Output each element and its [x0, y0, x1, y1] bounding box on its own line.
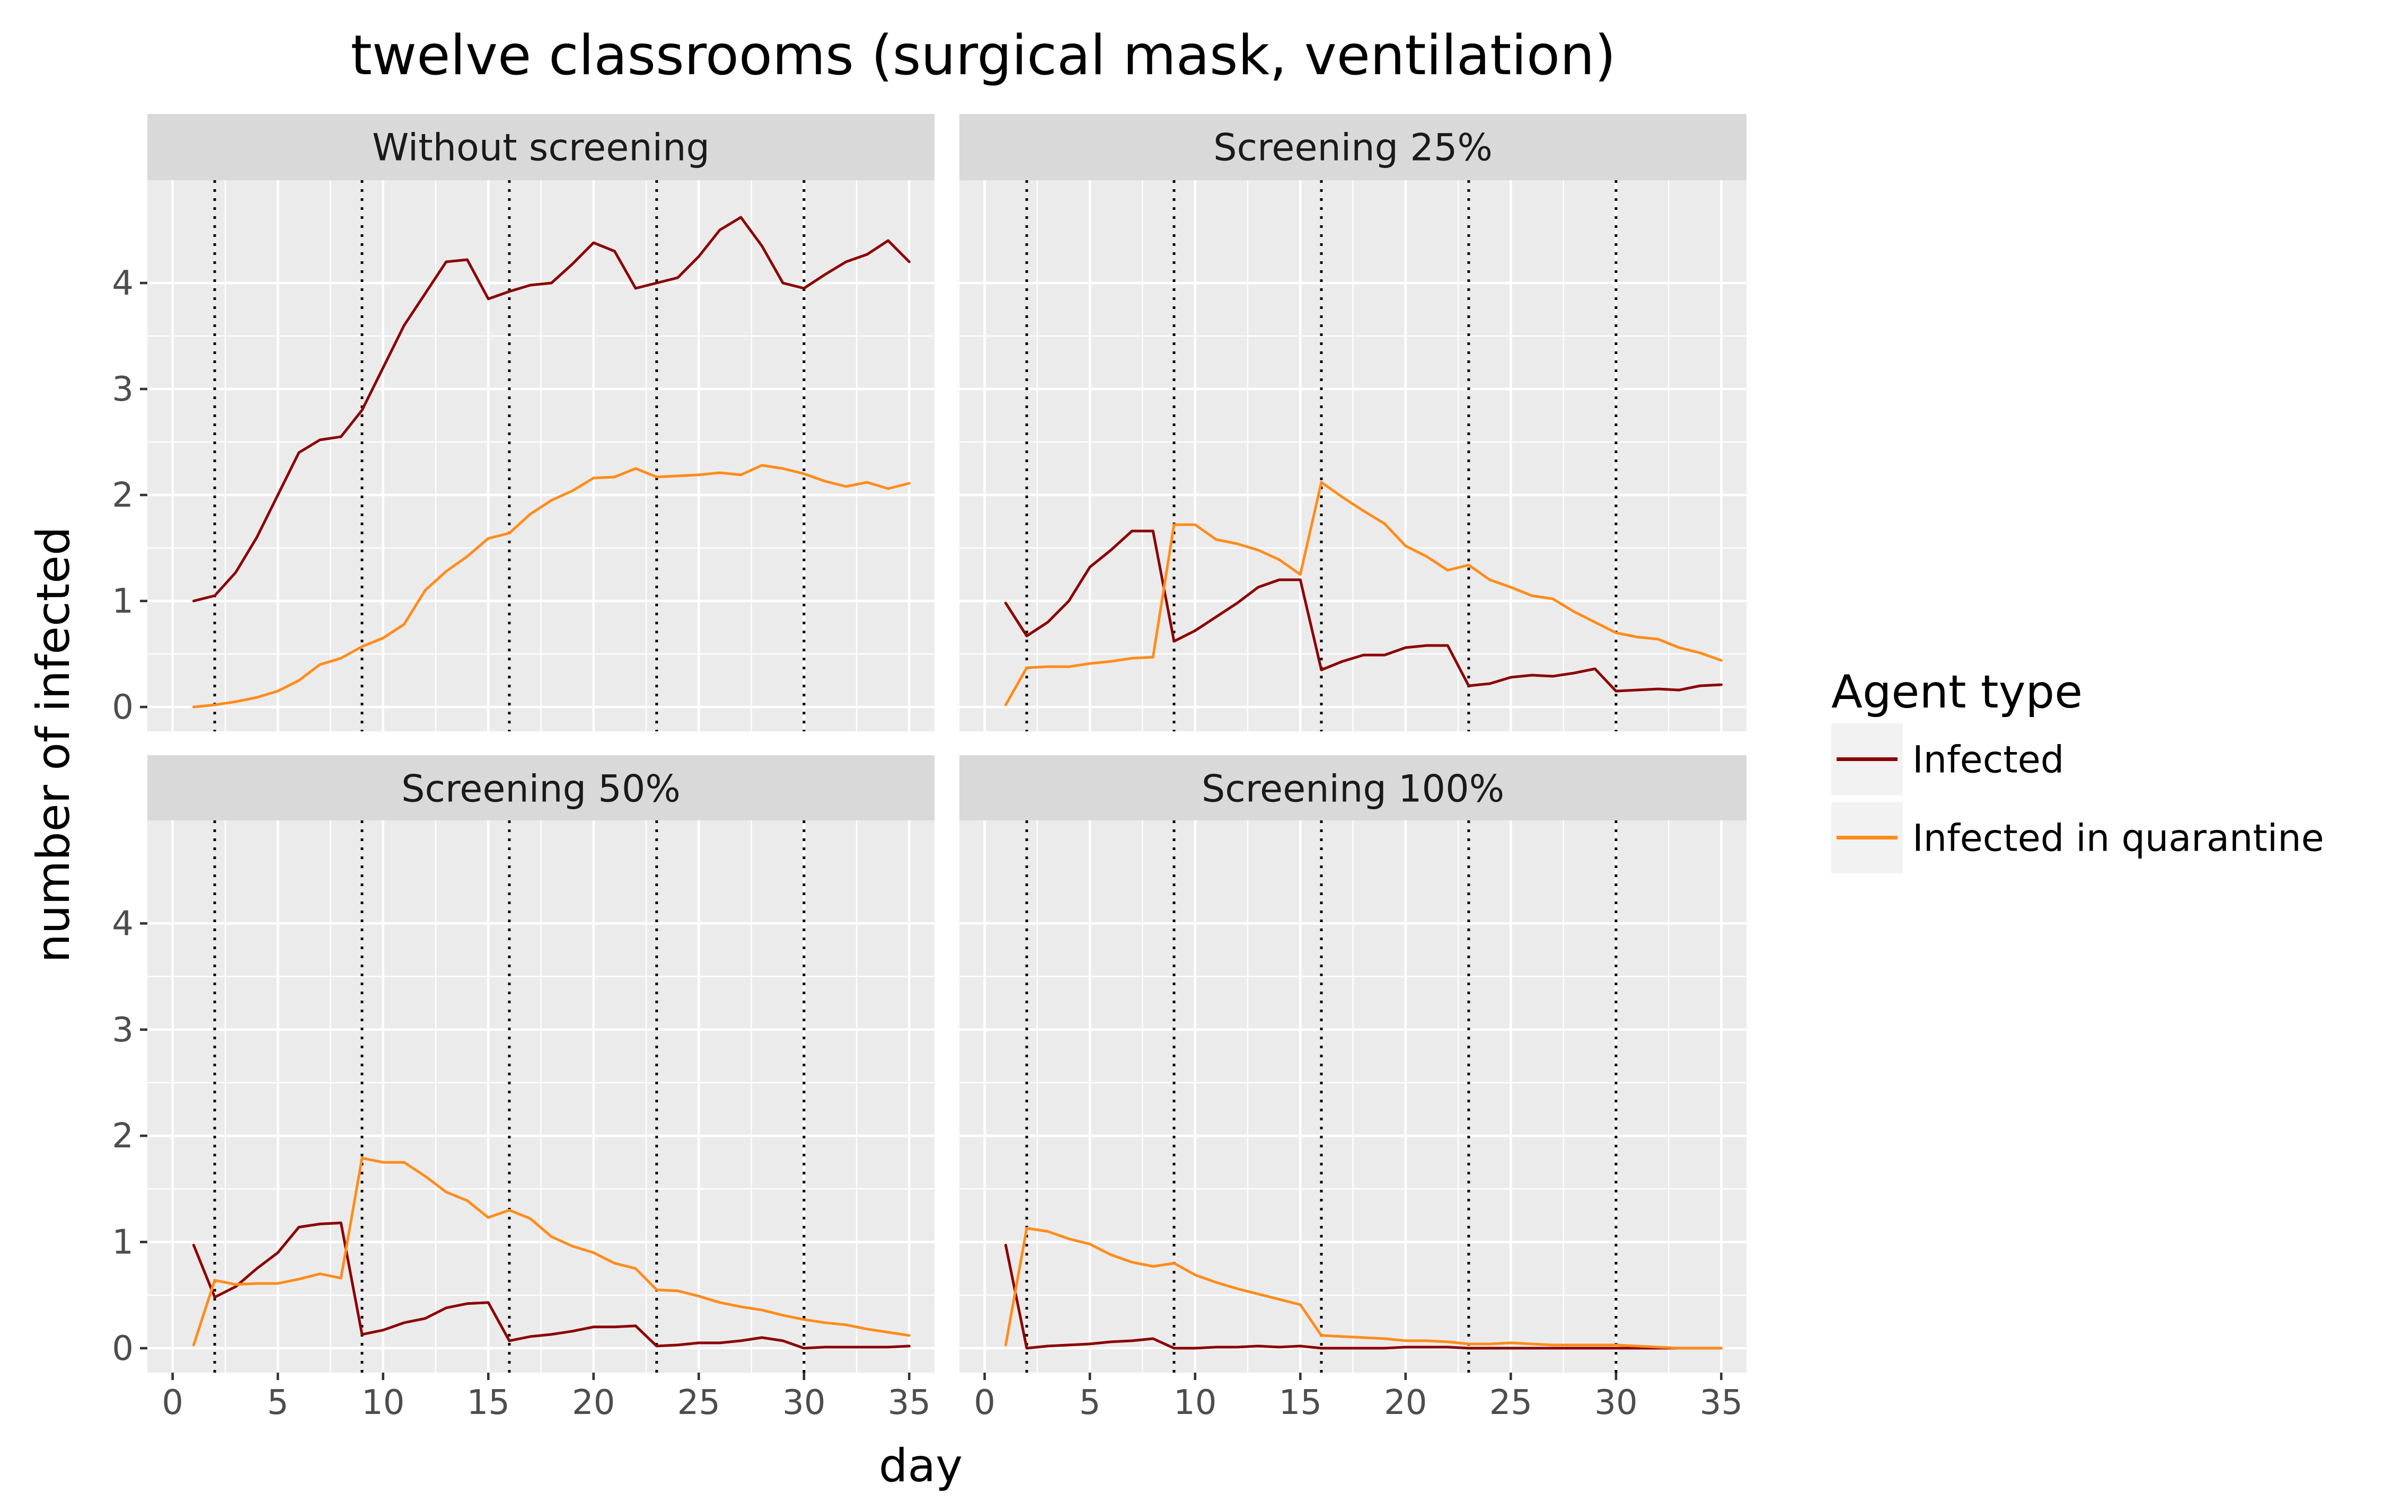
- legend-item: Infected in quarantine: [1831, 802, 2324, 873]
- legend-label: Infected: [1912, 738, 2064, 782]
- y-tick-label: 1: [112, 1223, 134, 1262]
- legend: Agent type Infected Infected in quarantin…: [1831, 666, 2324, 873]
- series-line: [192, 1222, 911, 1350]
- legend-label: Infected in quarantine: [1912, 817, 2324, 860]
- series-line: [192, 216, 911, 603]
- facet-strip: [959, 114, 1747, 180]
- facet-strip: [959, 755, 1747, 821]
- facet-panel: Screening 100% 0 5 10 15 20 25 30 35: [959, 755, 1747, 1422]
- facet-label: Without screening: [372, 126, 710, 170]
- y-tick-label: 3: [112, 370, 134, 409]
- x-tick-label: 30: [782, 1383, 825, 1422]
- series-line: [192, 464, 911, 709]
- y-tick-label: 1: [112, 582, 134, 621]
- series-line: [1004, 529, 1723, 693]
- x-tick-label: 5: [1079, 1383, 1101, 1422]
- facet-label: Screening 50%: [401, 767, 681, 811]
- facet-panels: Without screening 0 1 2 3 4 Screening 25% Scree…: [112, 114, 1747, 1422]
- y-tick-label: 0: [112, 1329, 134, 1368]
- x-tick-label: 15: [467, 1383, 510, 1422]
- facet-strip: [147, 755, 934, 821]
- x-tick-label: 0: [974, 1383, 995, 1422]
- series-line: [1004, 1227, 1723, 1350]
- y-tick-label: 3: [112, 1011, 134, 1050]
- facet-panel: Screening 25%: [959, 114, 1747, 731]
- x-tick-label: 5: [267, 1383, 289, 1422]
- y-tick-label: 2: [112, 476, 134, 515]
- x-tick-label: 30: [1594, 1383, 1637, 1422]
- y-tick-label: 4: [112, 904, 134, 943]
- y-axis-title: number of infected: [27, 526, 80, 962]
- facet-panel: Without screening 0 1 2 3 4: [112, 114, 934, 731]
- y-tick-label: 4: [112, 264, 134, 303]
- facet-label: Screening 100%: [1202, 767, 1504, 811]
- series-line: [192, 1156, 911, 1347]
- x-tick-label: 25: [1489, 1383, 1532, 1422]
- x-tick-label: 15: [1279, 1383, 1322, 1422]
- legend-entries: Infected Infected in quarantine: [1831, 723, 2324, 873]
- x-tick-label: 20: [1384, 1383, 1427, 1422]
- x-tick-label: 10: [1174, 1383, 1216, 1422]
- x-tick-label: 20: [572, 1383, 615, 1422]
- facet-panel: Screening 50% 0 1 2 3 4 0 5 10 15 20 25 30 35: [112, 755, 934, 1422]
- legend-title: Agent type: [1831, 666, 2083, 719]
- y-tick-label: 2: [112, 1117, 134, 1156]
- facet-strip: [147, 114, 934, 180]
- x-tick-label: 25: [677, 1383, 720, 1422]
- x-tick-label: 35: [1700, 1383, 1743, 1422]
- x-axis-title: day: [879, 1439, 963, 1492]
- legend-item: Infected: [1831, 723, 2064, 795]
- series-line: [1004, 481, 1723, 706]
- series-line: [1004, 1244, 1723, 1350]
- chart-title: twelve classrooms (surgical mask, ventil…: [350, 24, 1616, 87]
- x-tick-label: 10: [361, 1383, 404, 1422]
- x-tick-label: 0: [162, 1383, 183, 1422]
- y-tick-label: 0: [112, 688, 134, 727]
- x-tick-label: 35: [888, 1383, 931, 1422]
- facet-label: Screening 25%: [1213, 126, 1493, 170]
